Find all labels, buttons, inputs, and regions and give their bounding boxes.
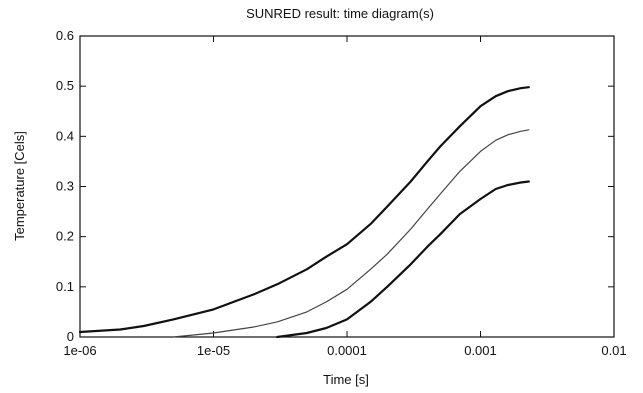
series-line-2: [172, 129, 530, 338]
y-tick-label: 0.1: [56, 279, 74, 294]
y-axis: 0 0.1 0.2 0.3 0.4 0.5 0.6: [56, 28, 614, 344]
y-tick-label: 0: [67, 329, 74, 344]
x-tick-label: 1e-06: [63, 343, 96, 358]
x-axis-label: Time [s]: [323, 372, 369, 387]
y-axis-label: Temperature [Cels]: [12, 131, 27, 241]
series-line-3: [276, 180, 530, 339]
y-tick-label: 0.5: [56, 78, 74, 93]
chart-title: SUNRED result: time diagram(s): [246, 6, 434, 21]
series-line-1: [78, 86, 530, 334]
x-tick-label: 1e-05: [197, 343, 230, 358]
series-layer: [78, 86, 530, 339]
y-tick-label: 0.3: [56, 179, 74, 194]
x-axis: 1e-06 1e-05 0.0001 0.001 0.01: [63, 36, 627, 358]
x-tick-label: 0.0001: [327, 343, 367, 358]
x-tick-label: 0.01: [601, 343, 626, 358]
y-tick-label: 0.6: [56, 28, 74, 43]
plot-frame: [79, 35, 615, 338]
x-tick-label: 0.001: [464, 343, 497, 358]
y-tick-label: 0.4: [56, 128, 74, 143]
y-tick-label: 0.2: [56, 229, 74, 244]
